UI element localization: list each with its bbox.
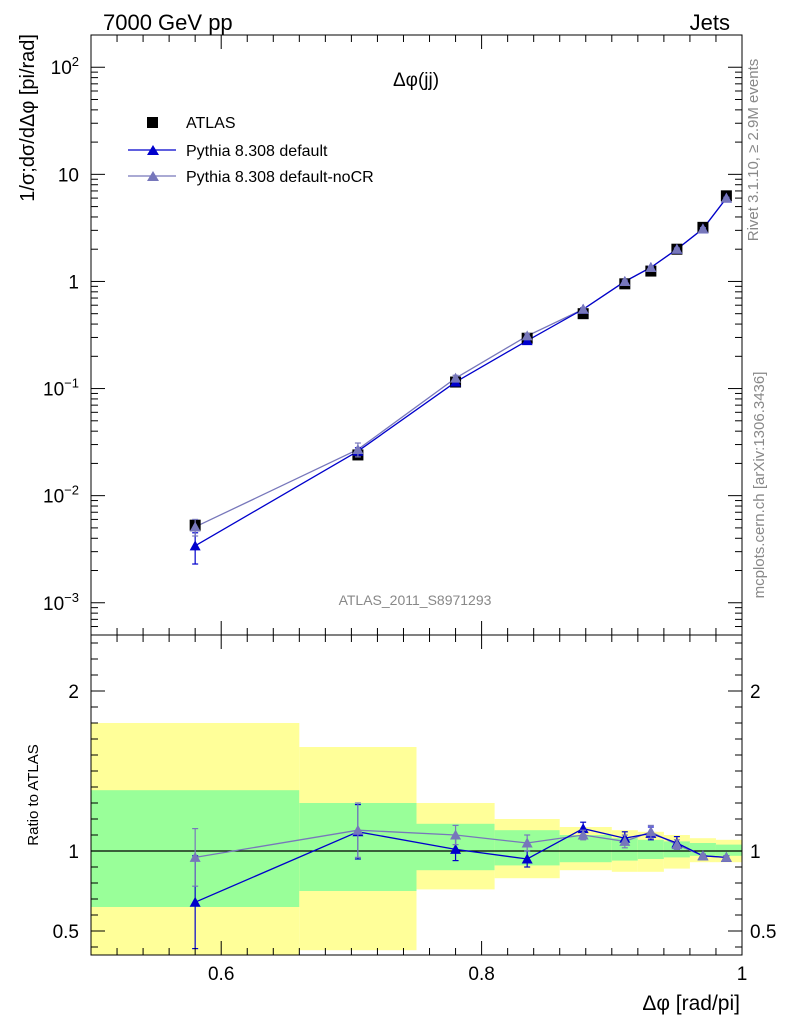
ratio-default-point <box>521 853 533 864</box>
main-ytick-label: 1 <box>68 272 79 293</box>
nocr-data-point <box>671 243 683 254</box>
main-series-line <box>194 197 727 547</box>
main-ylabel: 1/σ;dσ/dΔφ [pi/rad] <box>17 34 39 202</box>
ratio-nocr-point <box>577 829 589 840</box>
nocr-data-point <box>697 223 709 234</box>
nocr-data-point <box>619 275 631 286</box>
legend-label-atlas: ATLAS <box>186 115 236 132</box>
main-ytick-label: 10−3 <box>43 590 79 615</box>
ratio-nocr-point <box>720 851 732 862</box>
nocr-data-point <box>450 372 462 383</box>
ratio-panel: 0.5 0.51 12 20.6 0.8 1 <box>53 634 776 985</box>
ratio-frame <box>90 634 743 956</box>
ratio-nocr-point <box>645 826 657 837</box>
ratio-band-inner <box>715 844 742 856</box>
xtick-label: 0.6 <box>208 964 234 985</box>
legend-label-default: Pythia 8.308 default <box>186 143 328 160</box>
xtick-label: 1 <box>737 964 748 985</box>
ratio-nocr-point <box>450 829 462 840</box>
default-data-point <box>189 540 201 551</box>
header-left: 7000 GeV pp <box>103 10 233 35</box>
ratio-series-line <box>194 827 727 903</box>
ratio-band-inner <box>637 839 664 859</box>
ratio-ytick-label: 2 <box>68 682 79 703</box>
ratio-nocr-point <box>521 837 533 848</box>
ratio-nocr-point <box>671 839 683 850</box>
main-series-line <box>194 197 727 528</box>
ratio-ytick-label-right: 2 <box>750 682 761 703</box>
legend-label-nocr: Pythia 8.308 default-noCR <box>186 169 374 186</box>
ratio-default-point <box>189 896 201 907</box>
legend-marker-nocr <box>147 171 159 181</box>
side-text-bottom: mcplots.cern.ch [arXiv:1306.3436] <box>751 372 768 599</box>
ratio-ylabel: Ratio to ATLAS <box>25 744 42 845</box>
side-text-top: Rivet 3.1.10, ≥ 2.9M events <box>745 59 762 242</box>
nocr-data-point <box>720 192 732 203</box>
ratio-ytick-label: 1 <box>68 842 79 863</box>
legend-marker-default <box>147 145 159 155</box>
legend-marker-atlas <box>147 117 158 128</box>
ratio-nocr-point <box>619 835 631 846</box>
nocr-data-point <box>645 261 657 272</box>
legend: ATLAS Pythia 8.308 default Pythia 8.308 … <box>128 115 374 186</box>
main-ytick-label: 10−1 <box>43 376 79 401</box>
ratio-nocr-point <box>352 824 364 835</box>
ratio-nocr-point <box>697 850 709 861</box>
nocr-data-point <box>189 521 201 532</box>
ratio-ytick-label-right: 0.5 <box>750 922 776 943</box>
nocr-data-point <box>352 443 364 454</box>
main-ytick-label: 10 <box>58 165 79 186</box>
main-ytick-label: 102 <box>51 54 79 79</box>
header-right: Jets <box>690 10 730 35</box>
ratio-ytick-label: 0.5 <box>53 922 79 943</box>
xtick-label: 0.8 <box>468 964 494 985</box>
ratio-default-point <box>450 843 462 854</box>
ratio-ytick-label-right: 1 <box>750 842 761 863</box>
ratio-nocr-point <box>189 851 201 862</box>
nocr-data-point <box>577 303 589 314</box>
watermark: ATLAS_2011_S8971293 <box>339 592 492 608</box>
ratio-series-line <box>195 829 727 859</box>
ratio-band-inner <box>611 838 638 861</box>
plot-title: Δφ(jj) <box>393 70 439 91</box>
main-panel: 10−3 10−2 10−1 1 10 102 ATLAS Pythia 8.308 de… <box>43 34 743 636</box>
main-ytick-label: 10−2 <box>43 483 79 508</box>
nocr-data-point <box>521 330 533 341</box>
xlabel: Δφ [rad/pi] <box>642 992 740 1015</box>
